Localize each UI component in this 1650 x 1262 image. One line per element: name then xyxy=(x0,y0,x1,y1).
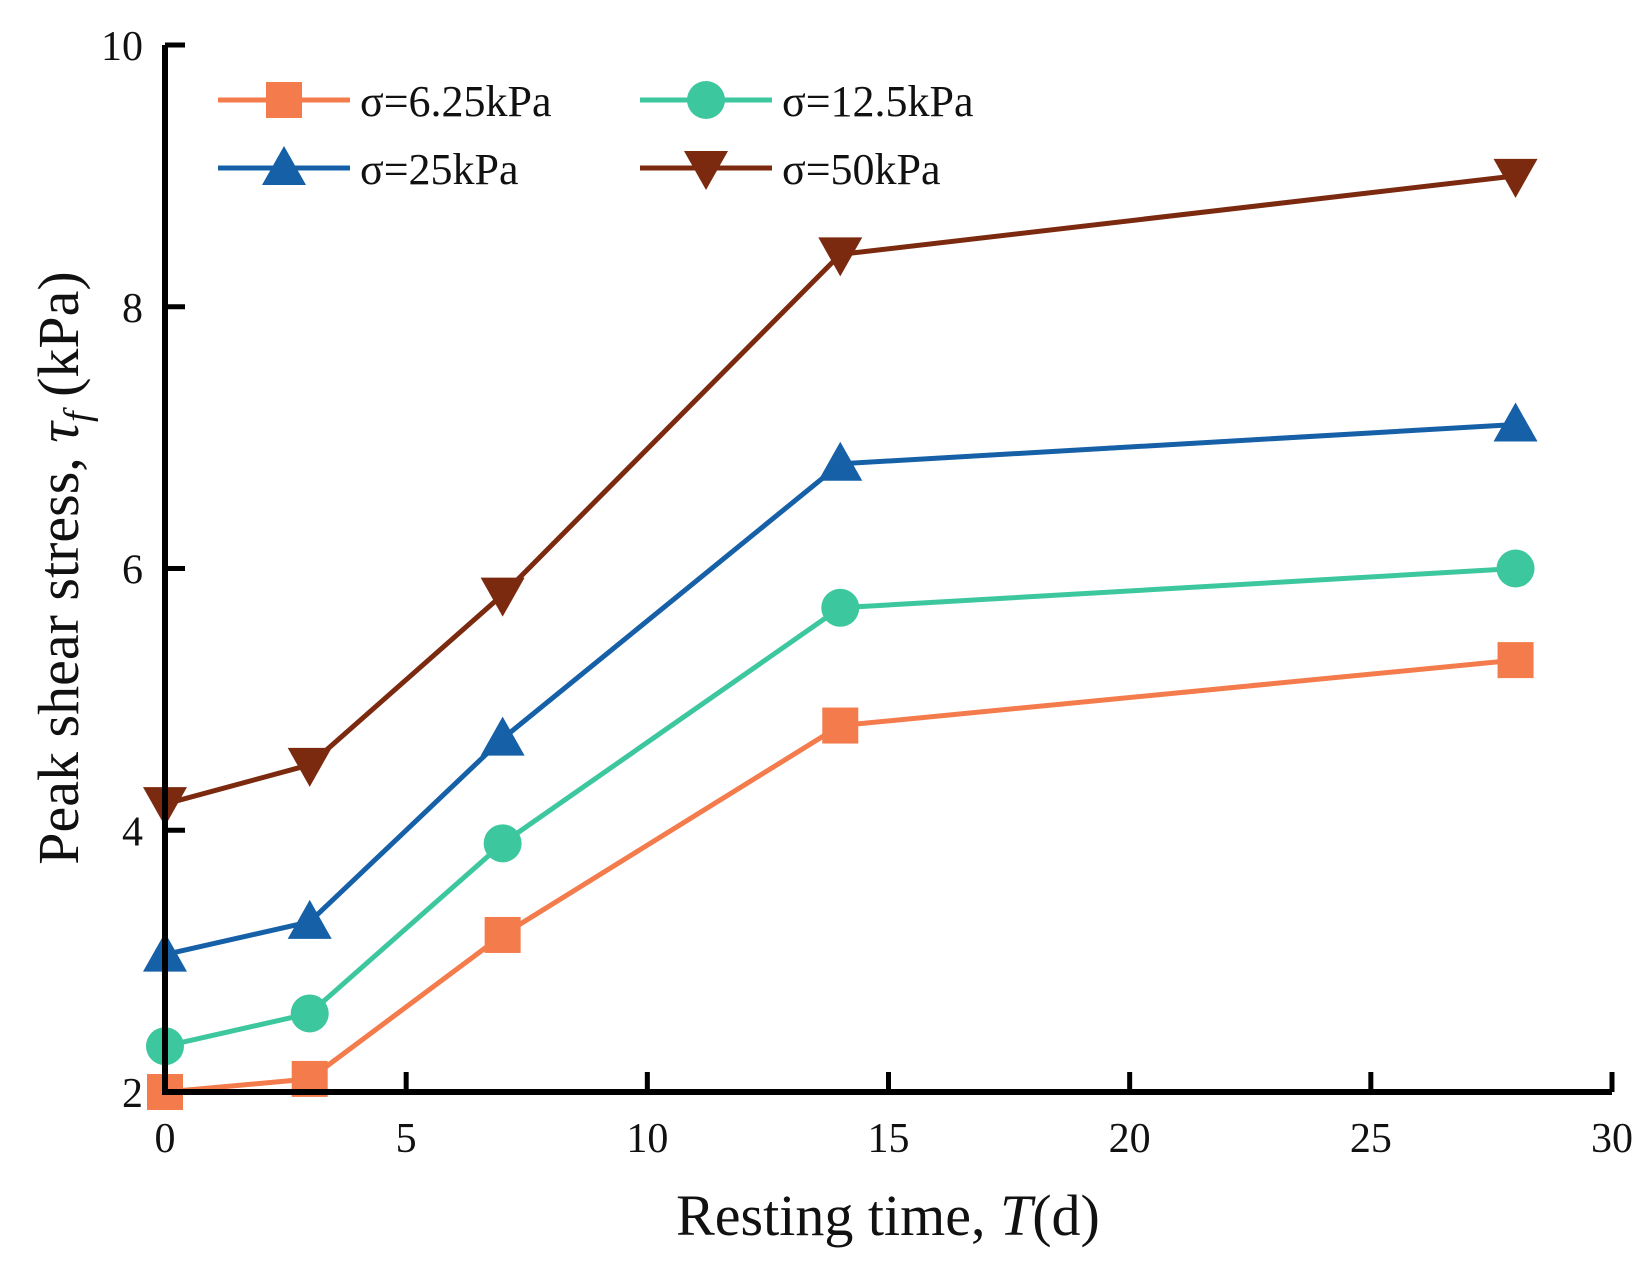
data-point xyxy=(290,994,329,1033)
x-axis-title-symbol: T xyxy=(1000,1183,1036,1248)
legend-label: σ=50kPa xyxy=(782,145,941,194)
legend: σ=6.25kPa σ=12.5kPa σ=25kPa σ=50kPa xyxy=(218,77,974,194)
data-point xyxy=(1497,642,1534,679)
series-line xyxy=(164,422,1516,958)
data-point xyxy=(818,237,863,277)
data-point xyxy=(1493,402,1538,442)
series-line xyxy=(164,566,1516,1049)
y-axis-title: Peak shear stress, τf (kPa) xyxy=(26,271,99,864)
x-tick-label: 25 xyxy=(1350,1116,1392,1162)
y-axis-title-suffix: (kPa) xyxy=(26,271,91,411)
x-ticks: 0 5 10 15 20 25 30 xyxy=(155,1072,1633,1162)
legend-marker xyxy=(684,151,728,190)
legend-label: σ=25kPa xyxy=(360,145,519,194)
y-tick-label: 6 xyxy=(122,548,143,594)
y-axis-title-symbol: τ xyxy=(26,420,91,443)
data-point xyxy=(1496,549,1535,588)
legend-marker xyxy=(262,146,306,185)
series-2 xyxy=(146,549,1535,1066)
series-1 xyxy=(147,642,1534,1110)
legend-item: σ=50kPa xyxy=(640,145,941,194)
data-point xyxy=(287,747,332,787)
y-ticks: 2 4 6 8 10 xyxy=(101,24,185,1117)
y-tick-label: 10 xyxy=(101,24,143,70)
x-axis-title-prefix: Resting time, xyxy=(676,1183,1000,1248)
x-axis-title-suffix: (d) xyxy=(1032,1183,1100,1248)
series-3 xyxy=(143,402,1538,972)
plot-layer xyxy=(143,158,1538,1110)
data-point xyxy=(818,441,863,481)
legend-label: σ=6.25kPa xyxy=(360,77,552,126)
y-tick-label: 4 xyxy=(122,809,143,855)
data-point xyxy=(822,707,859,744)
data-point xyxy=(1493,158,1538,198)
legend-item: σ=25kPa xyxy=(218,145,519,194)
x-axis-title: Resting time, T(d) xyxy=(676,1183,1100,1248)
x-tick-label: 20 xyxy=(1109,1116,1151,1162)
legend-marker xyxy=(266,82,302,118)
data-point xyxy=(483,824,522,863)
x-tick-label: 15 xyxy=(868,1116,910,1162)
data-point xyxy=(480,577,525,617)
legend-label: σ=12.5kPa xyxy=(782,77,974,126)
x-tick-label: 10 xyxy=(626,1116,668,1162)
data-point xyxy=(821,588,860,627)
legend-marker xyxy=(687,81,725,119)
x-tick-label: 5 xyxy=(396,1116,417,1162)
legend-item: σ=6.25kPa xyxy=(218,77,552,126)
y-tick-label: 8 xyxy=(122,286,143,332)
y-axis-title-prefix: Peak shear stress, xyxy=(26,443,91,865)
x-tick-label: 0 xyxy=(155,1116,176,1162)
data-point xyxy=(480,716,525,756)
legend-item: σ=12.5kPa xyxy=(640,77,974,126)
data-point xyxy=(287,899,332,939)
x-tick-label: 30 xyxy=(1591,1116,1633,1162)
y-tick-label: 2 xyxy=(122,1071,143,1117)
data-point xyxy=(484,916,521,953)
